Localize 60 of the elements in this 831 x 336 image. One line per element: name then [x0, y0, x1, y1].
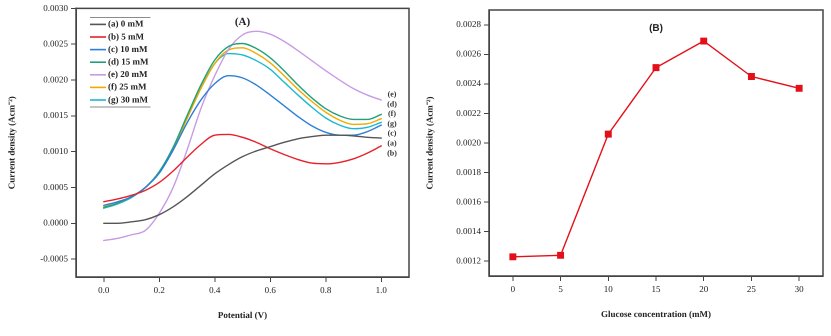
x-axis-title: Potential (V) — [218, 310, 268, 320]
x-axis-title: Glucose concentration (mM) — [601, 308, 711, 319]
legend-label: (c) 10 mM — [108, 44, 148, 54]
line-series — [103, 134, 382, 224]
y-tick-label: 0.0024 — [456, 78, 482, 88]
y-tick-label: 0.0015 — [43, 110, 68, 120]
x-tick-label: 0.6 — [264, 284, 276, 295]
y-tick-label: 0.0022 — [456, 108, 481, 118]
legend-label: (f) 25 mM — [108, 82, 147, 92]
text: (A) — [234, 16, 250, 28]
y-tick-label: 0.0030 — [43, 2, 68, 13]
x-tick-label: 0 — [510, 284, 516, 294]
annotation: (c) — [388, 128, 397, 138]
legend-label: (g) 30 mM — [108, 94, 148, 104]
y-tick-label: 0.0010 — [43, 146, 68, 156]
x-tick-label: 20 — [699, 284, 709, 294]
text: (B) — [649, 22, 663, 34]
annotation: (b) — [387, 148, 398, 158]
y-tick-label: 0.0012 — [456, 256, 481, 266]
y-tick-label: 0.0016 — [456, 196, 482, 206]
legend-label: (e) 20 mM — [108, 69, 148, 80]
annotation: (a) — [387, 138, 397, 148]
y-tick-label: 0.0005 — [43, 182, 68, 192]
point — [557, 252, 564, 259]
point — [509, 253, 516, 260]
y-axis-title: Current density (Acm⁻²) — [6, 96, 17, 190]
legend-label: (d) 15 mM — [108, 56, 149, 67]
point — [748, 73, 755, 80]
y-axis-title: Current density (Acm⁻²) — [424, 96, 435, 190]
annotation: (f) — [388, 109, 396, 118]
point — [652, 64, 660, 72]
y-tick-label: -0.0005 — [40, 253, 68, 264]
point — [700, 38, 708, 45]
x-tick-label: 1.0 — [376, 284, 388, 295]
x-tick-label: 15 — [652, 284, 661, 294]
y-tick-label: 0.0020 — [456, 137, 482, 148]
point — [796, 84, 803, 92]
y-tick-label: 0.0028 — [456, 19, 482, 30]
legend-label: (b) 5 mM — [108, 31, 144, 42]
annotation: (d) — [387, 99, 398, 108]
line-series — [103, 30, 382, 242]
y-tick-label: 0.0026 — [456, 48, 482, 59]
x-tick-label: 0.0 — [98, 284, 110, 295]
y-tick-label: 0.0000 — [43, 218, 68, 228]
x-tick-label: 0.4 — [209, 284, 221, 295]
x-tick-label: 25 — [746, 284, 756, 294]
point — [604, 130, 612, 138]
x-tick-label: 30 — [794, 284, 804, 294]
x-tick-label: 10 — [604, 284, 614, 294]
x-tick-label: 5 — [558, 284, 564, 294]
annotation: (g) — [387, 118, 397, 128]
line-series — [103, 134, 382, 202]
y-tick-label: 0.0020 — [43, 74, 68, 84]
y-tick-label: 0.0018 — [456, 166, 482, 177]
annotation: (e) — [388, 89, 397, 98]
y-tick-label: 0.0014 — [456, 226, 482, 236]
y-tick-label: 0.0025 — [43, 38, 68, 49]
x-tick-label: 0.8 — [320, 284, 332, 295]
x-tick-label: 0.2 — [154, 284, 165, 295]
legend-label: (a) 0 mM — [108, 18, 144, 29]
